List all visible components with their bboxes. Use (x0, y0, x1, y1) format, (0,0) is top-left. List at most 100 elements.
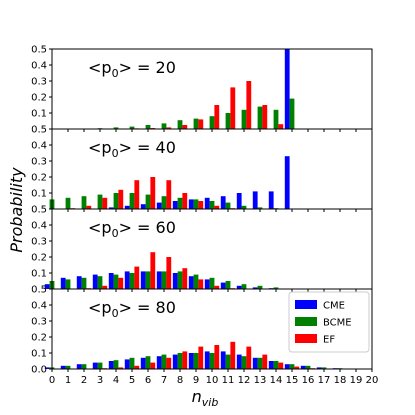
y-tick-label: 0.5 (31, 45, 47, 56)
bar-ef-panel4-n13 (262, 354, 268, 369)
bar-bcme-panel2-n5 (129, 193, 135, 209)
bar-bcme-panel3-n10 (209, 277, 215, 289)
bar-ef-panel3-n7 (166, 257, 172, 289)
x-axis-label: nvib (192, 387, 219, 409)
bar-bcme-panel1-n7 (161, 123, 167, 129)
bar-bcme-panel2-n2 (81, 196, 87, 209)
x-tick-label: 15 (286, 375, 299, 386)
x-tick-label: 8 (177, 375, 183, 386)
bar-bcme-panel3-n6 (145, 271, 151, 289)
bar-cme-panel2-n9 (188, 199, 194, 209)
bar-cme-panel2-n13 (252, 191, 258, 209)
panel-label-2: <p0> = 40 (88, 138, 176, 160)
bar-bcme-panel1-n5 (129, 126, 135, 129)
x-tick-label: 14 (270, 375, 283, 386)
bar-ef-panel2-n8 (182, 193, 188, 209)
bar-ef-panel1-n14 (278, 124, 284, 129)
legend-label-bcme: BCME (323, 318, 352, 329)
bar-cme-panel4-n11 (220, 351, 226, 369)
x-tick-label: 6 (145, 375, 151, 386)
bar-cme-panel4-n14 (268, 361, 274, 369)
legend-label-cme: CME (323, 301, 345, 312)
bar-bcme-panel2-n4 (113, 193, 119, 209)
bar-cme-panel4-n4 (108, 361, 114, 369)
y-tick-label: 0.5 (31, 285, 47, 296)
bar-bcme-panel4-n7 (161, 354, 167, 369)
x-tick-label: 1 (65, 375, 71, 386)
bar-cme-panel2-n4 (108, 207, 114, 209)
legend: CME BCME EF (288, 291, 370, 353)
y-tick-label: 0.3 (31, 317, 47, 328)
bar-bcme-panel3-n14 (273, 287, 279, 289)
bar-cme-panel2-n8 (172, 201, 178, 209)
y-tick-label: 0.1 (31, 269, 47, 280)
bar-bcme-panel4-n10 (209, 353, 215, 369)
y-tick-label: 0.3 (31, 237, 47, 248)
bar-cme-panel2-n6 (140, 204, 146, 209)
bar-bcme-panel1-n11 (225, 113, 231, 129)
bar-bcme-panel3-n3 (97, 276, 103, 289)
bar-bcme-panel4-n4 (113, 360, 119, 369)
bar-cme-panel2-n11 (220, 196, 226, 209)
bar-bcme-panel3-n13 (257, 285, 263, 289)
y-tick-label: 0.2 (31, 173, 47, 184)
x-tick-label: 18 (334, 375, 347, 386)
bar-bcme-panel1-n4 (113, 127, 119, 129)
bar-bcme-panel4-n11 (225, 354, 231, 369)
bar-bcme-panel4-n5 (129, 357, 135, 369)
bar-ef-panel2-n6 (150, 177, 156, 209)
bar-bcme-panel4-n16 (305, 365, 311, 369)
y-tick-label: 0.1 (31, 349, 47, 360)
x-tick-label: 0 (49, 375, 55, 386)
bar-cme-panel4-n17 (316, 367, 322, 369)
bar-cme-panel3-n8 (172, 273, 178, 289)
bar-ef-panel2-n4 (118, 189, 124, 209)
x-tick-label: 5 (129, 375, 135, 386)
bar-cme-panel3-n6 (140, 271, 146, 289)
bar-ef-panel4-n7 (166, 357, 172, 369)
bar-cme-panel3-n0 (44, 284, 50, 289)
bar-bcme-panel1-n6 (145, 125, 151, 129)
bar-cme-panel4-n10 (204, 351, 210, 369)
bar-cme-panel3-n10 (204, 279, 210, 289)
bar-bcme-panel2-n3 (97, 194, 103, 209)
bar-bcme-panel3-n1 (65, 279, 71, 289)
bar-cme-panel1-n15 (284, 49, 290, 129)
bar-bcme-panel4-n14 (273, 361, 279, 369)
x-tick-label: 12 (238, 375, 251, 386)
bar-bcme-panel1-n10 (209, 116, 215, 129)
x-tick-label: 9 (193, 375, 199, 386)
y-tick-label: 0.3 (31, 157, 47, 168)
y-tick-label: 0.1 (31, 109, 47, 120)
bar-cme-panel4-n3 (92, 362, 98, 369)
bar-bcme-panel1-n8 (177, 120, 183, 129)
y-tick-label: 0.5 (31, 125, 47, 136)
bar-cme-panel2-n12 (236, 193, 242, 209)
bar-bcme-panel3-n4 (113, 274, 119, 289)
legend-label-ef: EF (323, 335, 335, 346)
y-axis-label: Probability (7, 167, 26, 253)
bar-ef-panel2-n3 (102, 197, 108, 209)
panel-label-1: <p0> = 20 (88, 58, 176, 80)
bar-bcme-panel1-n15 (289, 98, 295, 129)
bar-cme-panel2-n14 (268, 191, 274, 209)
x-tick-label: 10 (206, 375, 219, 386)
bar-bcme-panel4-n6 (145, 356, 151, 369)
x-tick-label: 4 (113, 375, 119, 386)
bar-bcme-panel1-n12 (241, 109, 247, 129)
bar-ef-panel4-n6 (150, 362, 156, 369)
bar-bcme-panel4-n8 (177, 353, 183, 369)
bar-ef-panel3-n9 (198, 279, 204, 289)
x-tick-label: 3 (97, 375, 103, 386)
bar-ef-panel3-n5 (134, 266, 140, 289)
x-tick-label: 2 (81, 375, 87, 386)
bar-cme-panel4-n5 (124, 359, 130, 369)
bar-bcme-panel2-n1 (65, 197, 71, 209)
bar-ef-panel2-n2 (86, 205, 92, 209)
bar-cme-panel3-n2 (76, 276, 82, 289)
bar-ef-panel4-n15 (294, 366, 300, 369)
y-tick-label: 0.4 (31, 221, 47, 232)
bar-bcme-panel1-n14 (273, 109, 279, 129)
bar-bcme-panel4-n1 (65, 365, 71, 369)
